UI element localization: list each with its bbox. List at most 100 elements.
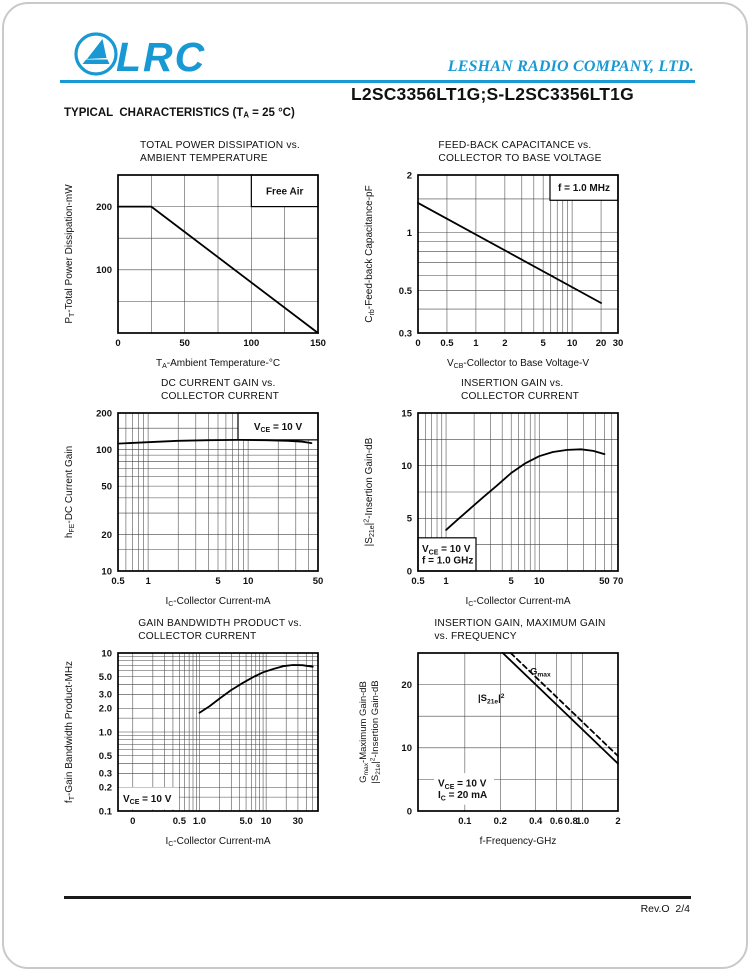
logo-sail-icon	[87, 39, 107, 59]
svg-text:f = 1.0 MHz: f = 1.0 MHz	[558, 183, 610, 194]
svg-text:100: 100	[96, 445, 112, 456]
svg-text:1.0: 1.0	[576, 816, 589, 827]
svg-text:0.5: 0.5	[173, 816, 187, 827]
svg-text:1.0: 1.0	[193, 816, 206, 827]
svg-text:10: 10	[243, 576, 254, 587]
svg-text:2.0: 2.0	[99, 704, 112, 715]
insertion-gain-vs-frequency-plot-border	[417, 652, 619, 812]
gain-bandwidth-product-plot-border	[117, 652, 319, 812]
svg-text:0: 0	[415, 338, 420, 349]
svg-text:3.0: 3.0	[99, 690, 112, 701]
svg-text:0.3: 0.3	[99, 769, 112, 780]
svg-text:2: 2	[407, 170, 412, 181]
svg-text:0: 0	[407, 566, 412, 577]
svg-text:0.5: 0.5	[440, 338, 454, 349]
svg-text:70: 70	[613, 576, 624, 587]
svg-text:1: 1	[145, 576, 151, 587]
svg-text:TA-Ambient Temperature-°C: TA-Ambient Temperature-°C	[156, 358, 280, 370]
chart-dc-current-gain: DC CURRENT GAIN vs. COLLECTOR CURRENT VCE…	[56, 377, 368, 611]
svg-text:10: 10	[401, 743, 412, 754]
dc-current-gain-plot: VCE = 10 V 0.5 1 5 10 50 10 20 50 100 200 IC-Collec…	[64, 408, 324, 608]
insertion-gain-vs-frequency-title: INSERTION GAIN, MAXIMUM GAIN vs. FREQUEN…	[434, 618, 606, 642]
svg-text:150: 150	[310, 338, 326, 349]
svg-text:100: 100	[243, 338, 259, 349]
logo-hull-icon	[82, 59, 110, 64]
svg-text:f = 1.0 GHz: f = 1.0 GHz	[422, 556, 473, 567]
svg-text:5: 5	[215, 576, 221, 587]
insertion-gain-vs-frequency-curve-label: |S21e|2	[478, 693, 505, 706]
svg-text:50: 50	[179, 338, 190, 349]
svg-text:10: 10	[101, 648, 112, 659]
svg-text:0.1: 0.1	[458, 816, 472, 827]
insertion-gain-vs-ic-title: INSERTION GAIN vs. COLLECTOR CURRENT	[460, 378, 580, 402]
svg-text:5.0: 5.0	[99, 672, 112, 683]
svg-text:5.0: 5.0	[239, 816, 252, 827]
svg-text:20: 20	[596, 338, 607, 349]
svg-text:0.6: 0.6	[550, 816, 563, 827]
svg-text:IC-Collector Current-mA: IC-Collector Current-mA	[165, 596, 270, 608]
svg-text:VCB-Collector to Base Voltage-: VCB-Collector to Base Voltage-V	[447, 358, 589, 370]
svg-text:0.2: 0.2	[99, 783, 112, 794]
svg-text:20: 20	[101, 530, 112, 541]
insertion-gain-vs-frequency-curve-Gmax	[509, 652, 619, 757]
svg-text:IC-Collector Current-mA: IC-Collector Current-mA	[465, 596, 570, 608]
dc-current-gain-plot-border	[117, 412, 319, 572]
svg-text:50: 50	[101, 482, 112, 493]
svg-text:VCE = 10 V: VCE = 10 V	[254, 422, 303, 434]
lrc-logo: LRC	[74, 32, 206, 80]
svg-text:0: 0	[115, 338, 120, 349]
company-name: LESHAN RADIO COMPANY, LTD.	[447, 58, 694, 75]
svg-text:200: 200	[96, 408, 112, 419]
logo-text: LRC	[116, 34, 206, 80]
svg-text:PT-Total Power Dissipation-mW: PT-Total Power Dissipation-mW	[64, 184, 76, 324]
dc-current-gain-title: DC CURRENT GAIN vs. COLLECTOR CURRENT	[160, 378, 280, 402]
svg-text:50: 50	[599, 576, 610, 587]
svg-text:30: 30	[613, 338, 624, 349]
svg-text:|S21e|2-Insertion Gain-dB: |S21e|2-Insertion Gain-dB	[364, 437, 377, 546]
chart-gain-bandwidth-product: GAIN BANDWIDTH PRODUCT vs. COLLECTOR CUR…	[56, 617, 368, 851]
svg-text:5: 5	[509, 576, 515, 587]
svg-text:2: 2	[615, 816, 620, 827]
svg-text:0: 0	[407, 806, 412, 817]
svg-text:f-Frequency-GHz: f-Frequency-GHz	[480, 836, 557, 847]
section-title: TYPICAL CHARACTERISTICS (TA = 25 °C)	[64, 107, 295, 120]
insertion-gain-vs-frequency-plot: VCE = 10 VIC = 20 mA Gmax |S21e|2 0.1 0.2 0.4…	[356, 645, 621, 847]
svg-text:0.4: 0.4	[529, 816, 543, 827]
total-power-dissipation-plot-border	[117, 174, 319, 334]
gain-bandwidth-product-gridlines	[118, 653, 318, 811]
header-rule	[60, 80, 695, 83]
svg-text:30: 30	[293, 816, 304, 827]
svg-text:0.8: 0.8	[565, 816, 578, 827]
feedback-capacitance-curve-Crb	[417, 202, 602, 304]
feedback-capacitance-plot: f = 1.0 MHz 0 0.5 1 2 5 10 20 30 0.3 0.5 1 2 VCB-Coll…	[364, 170, 624, 370]
total-power-dissipation-title: TOTAL POWER DISSIPATION vs. AMBIENT TEMP…	[140, 140, 300, 164]
insertion-gain-vs-frequency-annotation-box	[434, 773, 494, 805]
svg-text:VCE = 10 V: VCE = 10 V	[123, 794, 172, 806]
chart-insertion-gain-vs-frequency: INSERTION GAIN, MAXIMUM GAIN vs. FREQUEN…	[356, 617, 668, 851]
insertion-gain-vs-frequency-curve-S21e	[501, 652, 619, 765]
svg-text:0.2: 0.2	[494, 816, 507, 827]
svg-text:5: 5	[407, 514, 413, 525]
part-number-title: L2SC3356LT1G;S-L2SC3356LT1G	[351, 84, 634, 104]
svg-text:10: 10	[261, 816, 272, 827]
svg-text:100: 100	[96, 265, 112, 276]
svg-text:1: 1	[407, 228, 413, 239]
svg-text:0.3: 0.3	[399, 328, 412, 339]
logo-circle-icon	[74, 32, 118, 76]
svg-text:50: 50	[313, 576, 324, 587]
svg-text:Crb-Feed-back Capacitance-pF: Crb-Feed-back Capacitance-pF	[364, 185, 376, 322]
svg-text:0.1: 0.1	[99, 806, 113, 817]
dc-current-gain-curve-hFE	[117, 439, 313, 445]
chart-feedback-capacitance: FEED-BACK CAPACITANCE vs. COLLECTOR TO B…	[356, 139, 668, 373]
feedback-capacitance-plot-border	[417, 174, 619, 334]
insertion-gain-vs-ic-plot-border	[417, 412, 619, 572]
svg-text:fT-Gain Bandwidth Product-MHz: fT-Gain Bandwidth Product-MHz	[64, 661, 76, 803]
svg-text:5: 5	[540, 338, 546, 349]
gain-bandwidth-product-title: GAIN BANDWIDTH PRODUCT vs. COLLECTOR CUR…	[138, 618, 302, 642]
svg-text:15: 15	[401, 408, 412, 419]
total-power-dissipation-plot: Free Air 0 50 100 150 100 200 TA-Ambient Temper…	[64, 174, 326, 370]
svg-text:0.5: 0.5	[411, 576, 425, 587]
svg-text:10: 10	[101, 566, 112, 577]
